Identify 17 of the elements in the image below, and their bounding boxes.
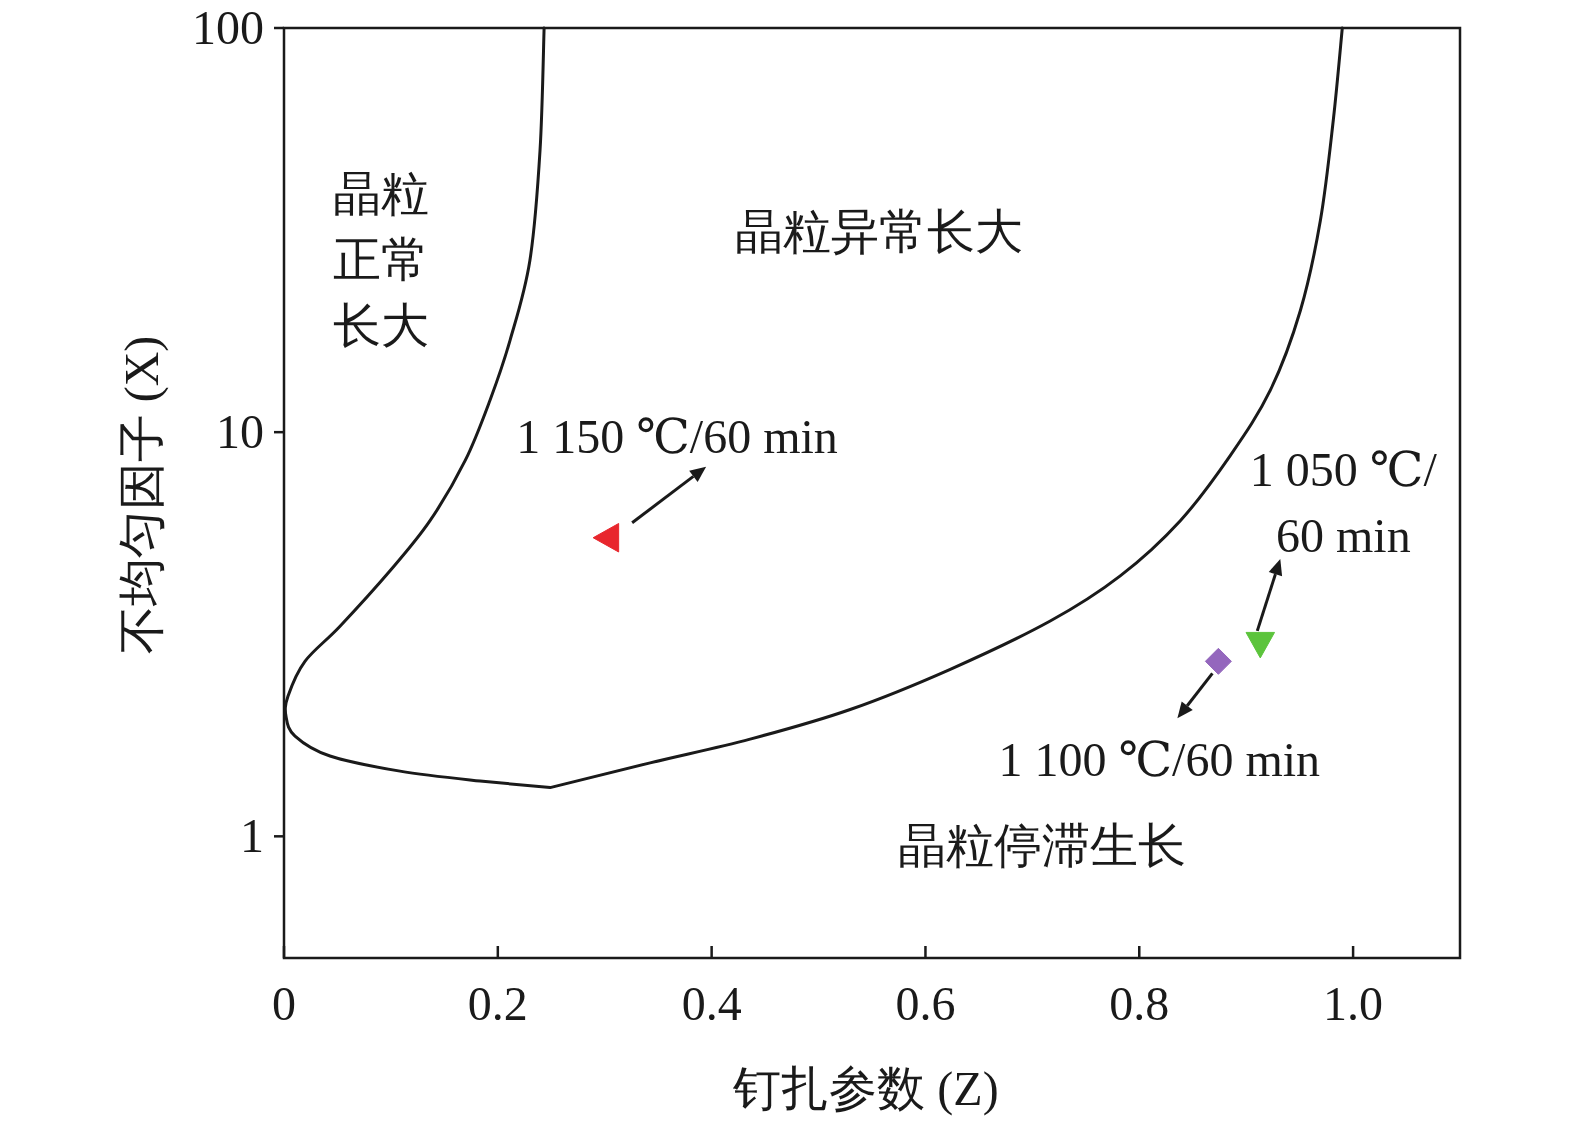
annotation: 晶粒正常长大	[333, 167, 429, 352]
x-tick-label: 0	[272, 977, 296, 1030]
y-tick-label: 100	[192, 1, 264, 54]
annotation: 1 050 ℃/ 60 min	[1249, 442, 1438, 562]
x-tick-label: 0.6	[895, 977, 956, 1030]
y-axis-title: 不均匀因子 (X)	[115, 335, 169, 655]
annotation: 1 150 ℃/60 min	[516, 409, 838, 463]
y-tick-label: 1	[240, 809, 264, 863]
annotation: 晶粒停滞生长	[898, 819, 1186, 872]
x-axis-title: 钉扎参数 (Z)	[732, 1062, 999, 1116]
y-tick-label: 10	[216, 405, 264, 459]
x-tick-label: 1.0	[1323, 977, 1384, 1030]
annotation: 1 100 ℃/60 min	[998, 733, 1321, 787]
x-tick-label: 0.4	[681, 977, 742, 1030]
x-tick-label: 0.2	[467, 977, 528, 1030]
x-tick-label: 0.8	[1109, 977, 1170, 1030]
annotation: 晶粒异常长大	[735, 205, 1023, 258]
